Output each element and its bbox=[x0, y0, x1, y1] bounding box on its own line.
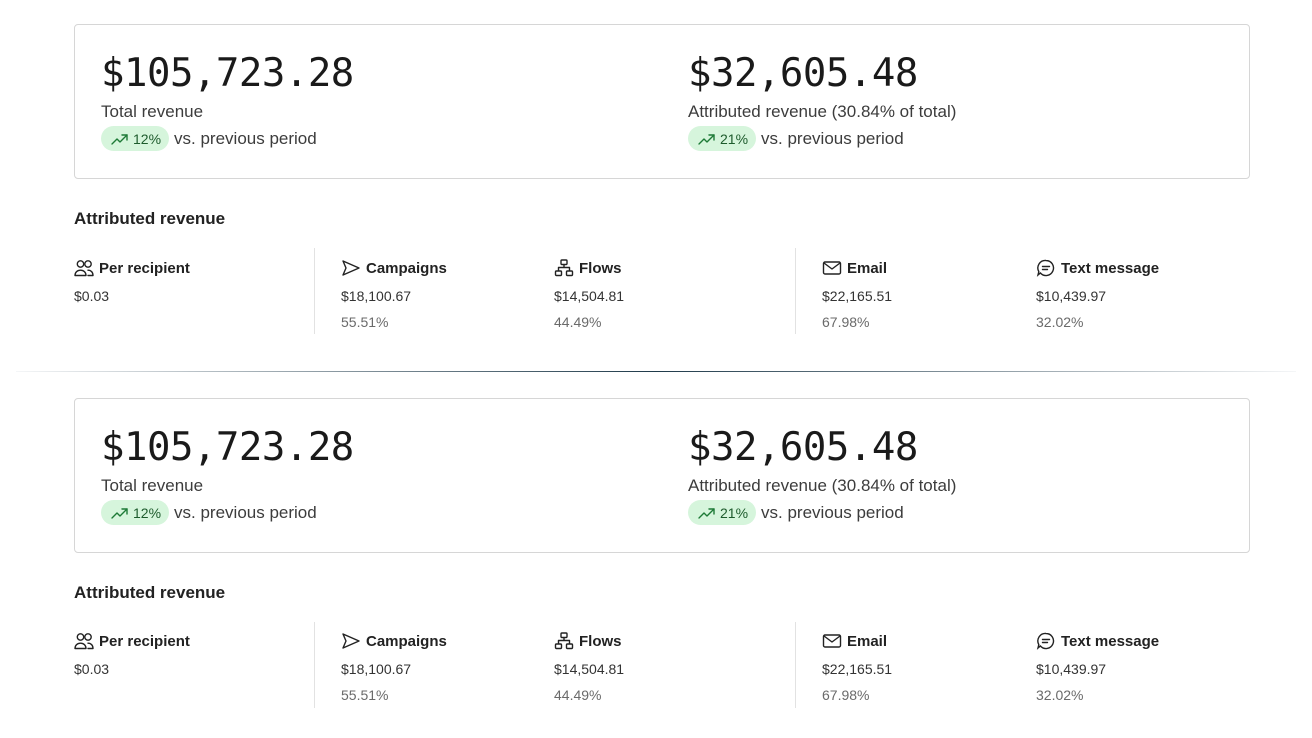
trend-percent: 12% bbox=[133, 130, 162, 147]
trend-caption: vs. previous period bbox=[174, 502, 317, 522]
trend-percent: 21% bbox=[720, 130, 749, 147]
trend-badge: 21% bbox=[688, 500, 757, 525]
stat-label: Email bbox=[847, 259, 888, 277]
stat-label: Flows bbox=[579, 259, 622, 277]
stat-value: $22,165.51 bbox=[822, 661, 893, 677]
divider bbox=[314, 622, 315, 708]
stat-value: $10,439.97 bbox=[1036, 661, 1107, 677]
stat-percent: 55.51% bbox=[341, 314, 389, 330]
stat-flows: Flows $14,504.81 44.49% bbox=[554, 631, 624, 704]
send-icon bbox=[342, 633, 360, 649]
trend-percent: 12% bbox=[133, 504, 162, 521]
stat-email: Email $22,165.51 67.98% bbox=[822, 258, 892, 331]
stat-label: Campaigns bbox=[366, 259, 447, 277]
envelope-icon bbox=[822, 261, 842, 275]
attributed-revenue-metric: $32,605.48 Attributed revenue (30.84% of… bbox=[688, 52, 956, 151]
attributed-revenue-metric: $32,605.48 Attributed revenue (30.84% of… bbox=[688, 426, 956, 525]
attributed-revenue-heading: Attributed revenue bbox=[74, 583, 226, 602]
stat-percent: 44.49% bbox=[554, 687, 602, 703]
trend-up-icon bbox=[698, 507, 715, 519]
trend-up-icon bbox=[698, 133, 715, 145]
flow-icon bbox=[554, 259, 574, 277]
attributed-revenue-trend: 21% vs. previous period bbox=[688, 126, 956, 151]
stat-value: $10,439.97 bbox=[1036, 288, 1107, 304]
revenue-summary-card: $105,723.28 Total revenue 12% vs. previo… bbox=[74, 24, 1250, 179]
section-divider bbox=[16, 371, 1296, 372]
total-revenue-metric: $105,723.28 Total revenue 12% vs. previo… bbox=[101, 52, 354, 151]
stat-value: $14,504.81 bbox=[554, 288, 625, 304]
stat-label: Text message bbox=[1061, 259, 1160, 277]
stat-percent: 44.49% bbox=[554, 314, 602, 330]
stat-flows: Flows $14,504.81 44.49% bbox=[554, 258, 624, 331]
users-icon bbox=[74, 260, 94, 277]
stat-percent: 32.02% bbox=[1036, 314, 1084, 330]
stat-value: $18,100.67 bbox=[341, 288, 412, 304]
attributed-revenue-heading: Attributed revenue bbox=[74, 209, 226, 228]
stat-text-message: Text message $10,439.97 32.02% bbox=[1036, 631, 1159, 704]
stat-value: $22,165.51 bbox=[822, 288, 893, 304]
attributed-revenue-label: Attributed revenue (30.84% of total) bbox=[688, 102, 957, 121]
message-icon bbox=[1036, 259, 1055, 277]
stat-label: Per recipient bbox=[99, 259, 190, 277]
flow-icon bbox=[554, 632, 574, 650]
stat-email: Email $22,165.51 67.98% bbox=[822, 631, 892, 704]
send-icon bbox=[342, 260, 360, 276]
trend-caption: vs. previous period bbox=[174, 128, 317, 148]
trend-caption: vs. previous period bbox=[761, 128, 904, 148]
message-icon bbox=[1036, 632, 1055, 650]
stat-label: Text message bbox=[1061, 632, 1160, 650]
stat-campaigns: Campaigns $18,100.67 55.51% bbox=[341, 258, 447, 331]
trend-up-icon bbox=[111, 133, 128, 145]
stat-per-recipient: Per recipient $0.03 bbox=[74, 631, 190, 678]
stat-label: Email bbox=[847, 632, 888, 650]
revenue-summary-card: $105,723.28 Total revenue 12% vs. previo… bbox=[74, 398, 1250, 553]
total-revenue-label: Total revenue bbox=[101, 102, 204, 121]
stat-value: $0.03 bbox=[74, 288, 110, 304]
stat-per-recipient: Per recipient $0.03 bbox=[74, 258, 190, 305]
stat-value: $14,504.81 bbox=[554, 661, 625, 677]
users-icon bbox=[74, 633, 94, 650]
stat-text-message: Text message $10,439.97 32.02% bbox=[1036, 258, 1159, 331]
total-revenue-value: $105,723.28 bbox=[101, 425, 354, 470]
total-revenue-trend: 12% vs. previous period bbox=[101, 500, 354, 525]
divider bbox=[795, 622, 796, 708]
divider bbox=[795, 248, 796, 334]
total-revenue-value: $105,723.28 bbox=[101, 51, 354, 96]
trend-badge: 12% bbox=[101, 126, 170, 151]
stat-label: Flows bbox=[579, 632, 622, 650]
stat-percent: 55.51% bbox=[341, 687, 389, 703]
trend-badge: 12% bbox=[101, 500, 170, 525]
trend-percent: 21% bbox=[720, 504, 749, 521]
attributed-revenue-trend: 21% vs. previous period bbox=[688, 500, 956, 525]
attributed-revenue-label: Attributed revenue (30.84% of total) bbox=[688, 476, 957, 495]
stat-value: $0.03 bbox=[74, 661, 110, 677]
stat-percent: 67.98% bbox=[822, 314, 870, 330]
attributed-revenue-value: $32,605.48 bbox=[688, 51, 918, 96]
total-revenue-label: Total revenue bbox=[101, 476, 204, 495]
stat-value: $18,100.67 bbox=[341, 661, 412, 677]
total-revenue-metric: $105,723.28 Total revenue 12% vs. previo… bbox=[101, 426, 354, 525]
stat-percent: 32.02% bbox=[1036, 687, 1084, 703]
trend-badge: 21% bbox=[688, 126, 757, 151]
divider bbox=[314, 248, 315, 334]
stat-percent: 67.98% bbox=[822, 687, 870, 703]
trend-up-icon bbox=[111, 507, 128, 519]
envelope-icon bbox=[822, 634, 842, 648]
total-revenue-trend: 12% vs. previous period bbox=[101, 126, 354, 151]
trend-caption: vs. previous period bbox=[761, 502, 904, 522]
stat-label: Campaigns bbox=[366, 632, 447, 650]
stat-label: Per recipient bbox=[99, 632, 190, 650]
attributed-revenue-value: $32,605.48 bbox=[688, 425, 918, 470]
stat-campaigns: Campaigns $18,100.67 55.51% bbox=[341, 631, 447, 704]
